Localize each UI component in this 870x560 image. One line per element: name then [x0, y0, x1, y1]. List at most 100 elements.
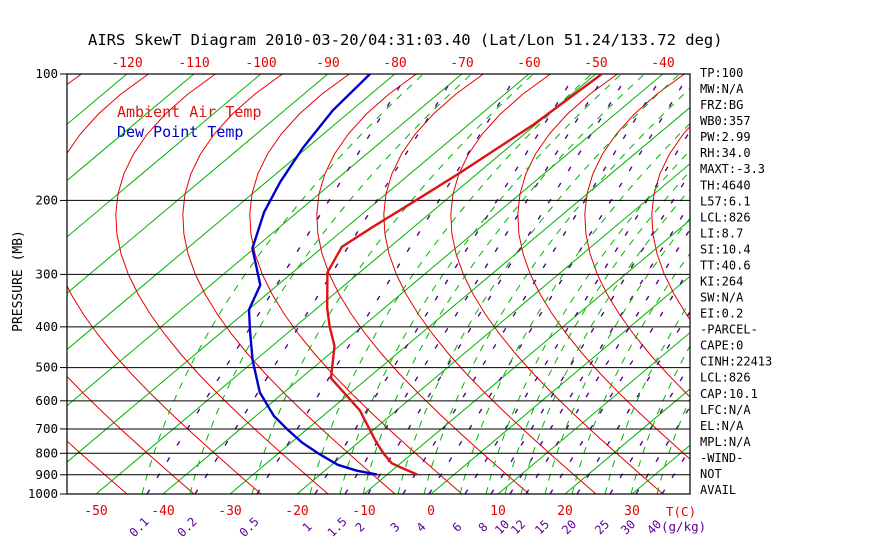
pressure-tick-label: 400 [35, 319, 58, 334]
panel-index-line: SW:N/A [700, 291, 744, 305]
saturation-dashed-line [362, 74, 645, 494]
plot-border [66, 73, 691, 495]
panel-index-line: RH:34.0 [700, 146, 751, 160]
chart-title: AIRS SkewT Diagram 2010-03-20/04:31:03.4… [88, 31, 723, 49]
panel-index-line: CAP:10.1 [700, 387, 758, 401]
isotherm-line [95, 74, 597, 494]
isotherm-line [67, 74, 262, 238]
legend-dew-point-temp: Dew Point Temp [117, 123, 243, 141]
mixing-ratio-label: 8 [476, 520, 491, 535]
top-temp-label: -40 [651, 56, 674, 71]
panel-index-line: MAXT:-3.3 [700, 162, 765, 176]
background-line-families [67, 74, 690, 494]
dry-adiabat-line [651, 125, 690, 321]
top-temp-label: -120 [111, 56, 142, 71]
dry-adiabat-line [67, 74, 195, 494]
isotherm-line [497, 332, 690, 494]
temp-unit-label: T(C) [666, 504, 696, 519]
top-temp-label: -70 [450, 56, 473, 71]
isotherm-line [67, 74, 329, 294]
panel-index-line: KI:264 [700, 275, 743, 289]
bottom-temp-label: 30 [624, 504, 640, 519]
mixing-ratio-label: 3 [388, 520, 403, 535]
indices-panel: TP:100 MW:N/A FRZ:BG WB0:357 PW:2.99 RH:34.0 M… [700, 66, 772, 497]
bottom-temp-label: -40 [151, 504, 174, 519]
pressure-axis-title: PRESSURE (MB) [11, 230, 26, 332]
panel-index-line: TP:100 [700, 66, 743, 80]
pressure-tick-label: 600 [35, 393, 58, 408]
pressure-tick-label: 900 [35, 467, 58, 482]
dry-adiabat-line [383, 74, 597, 494]
mixing-ratio-label: 1 [300, 520, 315, 535]
mixing-ratio-dashed-line [509, 202, 690, 494]
saturation-dashed-line [141, 74, 424, 494]
mixing-ratio-dashed-line [256, 74, 518, 494]
panel-index-line: -PARCEL- [700, 323, 758, 337]
mixing-ratio-label: 12 [508, 517, 528, 537]
top-temp-label: -80 [383, 56, 406, 71]
saturation-dashed-line [544, 217, 690, 494]
mixing-ratio-dashed-line [549, 266, 690, 494]
mixing-ratio-dashed-line [635, 405, 690, 494]
bottom-temp-label: -50 [84, 504, 107, 519]
panel-index-line: EI:0.2 [700, 307, 743, 321]
mixing-ratio-dashed-line [146, 74, 408, 494]
pressure-tick-label: 500 [35, 360, 58, 375]
saturation-dashed-line [604, 300, 690, 494]
mixing-ratio-dashed-line [344, 74, 606, 494]
pressure-tick-label: 1000 [28, 486, 58, 501]
panel-index-line: L57:6.1 [700, 194, 751, 208]
saturation-dashed-line [339, 74, 622, 494]
mixing-ratio-label: 0.1 [127, 515, 152, 540]
panel-index-line: LI:8.7 [700, 226, 743, 240]
panel-index-line: CINH:22413 [700, 355, 772, 369]
isotherm-line [631, 444, 690, 494]
plot-frame-and-isobars [60, 73, 691, 495]
saturation-dashed-line [504, 170, 690, 494]
panel-index-line: MW:N/A [700, 82, 744, 96]
panel-index-line: NOT [700, 467, 722, 481]
panel-index-line: FRZ:BG [700, 98, 743, 112]
pressure-tick-label: 200 [35, 192, 58, 207]
mixing-ratio-dashed-line [402, 74, 664, 494]
sounding-traces [247, 74, 603, 476]
panel-index-line: MPL:N/A [700, 435, 751, 449]
panel-index-line: LFC:N/A [700, 403, 751, 417]
mixing-ratio-label: 15 [532, 517, 552, 537]
ambient-air-temp-trace [326, 74, 603, 476]
saturation-dashed-line [397, 74, 680, 494]
pressure-tick-label: 300 [35, 266, 58, 281]
dry-adiabat-line [249, 74, 463, 494]
mixing-ratio-dashed-line [464, 129, 690, 494]
panel-index-line: CAPE:0 [700, 339, 743, 353]
panel-index-line: EL:N/A [700, 419, 744, 433]
pressure-tick-label: 800 [35, 445, 58, 460]
dry-adiabat-line [450, 74, 664, 494]
top-temp-label: -100 [245, 56, 276, 71]
mixing-ratio-label: 2 [353, 520, 368, 535]
panel-index-line: AVAIL [700, 483, 736, 497]
dry-adiabat-line [584, 74, 690, 398]
saturation-dashed-line [520, 188, 690, 494]
mixing-ratio-dashed-line [428, 74, 690, 494]
isotherm-line [296, 163, 690, 494]
isotherm-line [229, 106, 690, 494]
saturation-dashed-line [189, 74, 472, 494]
saturation-dashed-line [630, 344, 690, 494]
bottom-temp-label: 10 [490, 504, 506, 519]
isotherm-line [67, 74, 195, 182]
panel-index-line: TT:40.6 [700, 258, 751, 272]
panel-index-line: WB0:357 [700, 114, 751, 128]
mixing-ratio-label: 4 [414, 520, 429, 535]
mixing-ratio-dashed-line [367, 74, 629, 494]
isotherm-line [67, 74, 396, 351]
mixing-ratio-dashed-line [661, 447, 690, 494]
panel-index-line: SI:10.4 [700, 242, 751, 256]
bottom-temp-label: 20 [557, 504, 573, 519]
mixing-ratio-dashed-line [490, 171, 690, 494]
mixing-ratio-label: 1.5 [325, 515, 350, 540]
top-temp-label: -60 [517, 56, 540, 71]
isotherm-line [67, 74, 463, 407]
